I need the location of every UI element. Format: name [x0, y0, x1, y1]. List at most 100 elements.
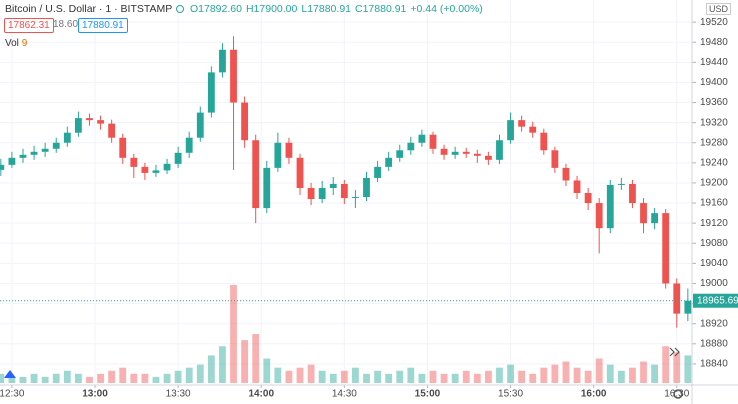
- volume-bar: [41, 376, 49, 383]
- settings-icon[interactable]: [673, 389, 683, 399]
- spread-box: 18.60: [53, 19, 79, 30]
- candle-body: [484, 155, 492, 160]
- candle-body: [230, 49, 237, 103]
- volume-bar: [684, 355, 692, 383]
- volume-bar: [352, 367, 359, 383]
- volume-bar: [274, 367, 282, 383]
- volume-bar: [640, 361, 647, 383]
- volume-bar: [97, 373, 104, 383]
- candle-body: [274, 142, 282, 168]
- x-tick-label: 14:00: [248, 389, 274, 400]
- symbol-title[interactable]: Bitcoin / U.S. Dollar · 1 · BITSTAMP: [5, 3, 173, 15]
- y-tick-label: 19240: [700, 157, 728, 168]
- volume-bar: [296, 367, 304, 383]
- candle-body: [529, 126, 537, 133]
- y-tick-label: 18880: [700, 338, 728, 349]
- volume-bar: [551, 364, 559, 383]
- candle-body: [63, 132, 71, 143]
- y-tick-label: 19040: [700, 258, 728, 269]
- candle-body: [629, 183, 636, 204]
- volume-legend: Vol 9: [5, 38, 27, 49]
- volume-bar: [141, 373, 149, 383]
- last-price-label: 18965.69: [697, 295, 738, 306]
- candle-body: [606, 184, 614, 229]
- ohlc-value: O17892.60: [190, 3, 242, 15]
- volume-bar: [63, 370, 71, 383]
- candle-body: [673, 283, 681, 314]
- volume-bar: [252, 334, 260, 383]
- volume-bar: [440, 373, 448, 383]
- candle-body: [407, 142, 415, 151]
- candle-body: [651, 213, 659, 224]
- logo: [4, 370, 16, 378]
- candle-body: [507, 120, 514, 141]
- candle-body: [617, 183, 625, 185]
- volume-bar: [374, 370, 381, 383]
- candle-body: [152, 170, 160, 173]
- y-tick-label: 19480: [700, 37, 728, 48]
- volume-bar: [629, 367, 636, 383]
- volume-bar: [507, 364, 514, 383]
- volume-bar: [185, 367, 193, 383]
- volume-bar: [573, 367, 581, 383]
- volume-bar: [484, 370, 492, 383]
- candle-body: [74, 118, 82, 133]
- ohlc-value: C17880.91: [355, 3, 407, 15]
- volume-bar: [518, 370, 526, 383]
- candle-body: [551, 150, 559, 168]
- candle-body: [429, 134, 437, 149]
- volume-bar: [263, 358, 271, 383]
- volume-bar: [207, 355, 215, 383]
- candle-body: [462, 151, 470, 154]
- volume-bar: [651, 364, 659, 383]
- candle-body: [640, 203, 647, 224]
- volume-bar: [163, 373, 171, 383]
- candle-body: [130, 157, 138, 167]
- candle-body: [595, 203, 603, 229]
- y-tick-label: 19320: [700, 117, 728, 128]
- candle-body: [573, 180, 581, 194]
- candle-body: [207, 72, 215, 113]
- volume-bar: [19, 376, 27, 383]
- candle-body: [8, 157, 16, 165]
- candle-body: [252, 140, 260, 209]
- candle-body: [318, 187, 326, 200]
- candle-body: [141, 166, 149, 173]
- y-tick-label: 19360: [700, 97, 728, 108]
- candle-body: [396, 150, 404, 158]
- candle-body: [562, 167, 570, 181]
- sell-price-box[interactable]: 17862.31: [4, 18, 54, 33]
- candle-body: [340, 183, 348, 199]
- ohlc-value: +0.44 (+0.00%): [410, 3, 483, 15]
- volume-bar: [385, 373, 393, 383]
- volume-bar: [584, 370, 592, 383]
- y-tick-label: 19160: [700, 198, 728, 209]
- volume-bar: [340, 370, 348, 383]
- volume-bar: [108, 370, 116, 383]
- volume-bar: [462, 370, 470, 383]
- volume-bar: [407, 367, 415, 383]
- y-tick-label: 18920: [700, 318, 728, 329]
- volume-bar: [496, 367, 503, 383]
- candle-body: [52, 142, 60, 149]
- volume-bar: [529, 373, 537, 383]
- candle-body: [662, 213, 670, 284]
- candle-body: [473, 153, 481, 156]
- y-tick-label: 19120: [700, 218, 728, 229]
- currency-label[interactable]: USD: [706, 3, 732, 15]
- volume-value: 9: [21, 38, 28, 49]
- candle-body: [363, 177, 370, 198]
- volume-bar: [363, 373, 370, 383]
- candle-body: [263, 167, 271, 209]
- candle-body: [19, 154, 27, 158]
- candle-body: [196, 112, 204, 138]
- ohlc-legend: O17892.60 H17900.00 L17880.91 C17880.91 +0.4…: [190, 3, 487, 15]
- candle-body: [86, 118, 93, 121]
- last-price-tag: [693, 293, 738, 308]
- candle-body: [285, 142, 293, 158]
- y-tick-label: 19400: [700, 77, 728, 88]
- buy-price-box[interactable]: 17880.91: [78, 18, 128, 33]
- candle-body: [418, 134, 426, 143]
- x-tick-label: 13:00: [82, 389, 108, 400]
